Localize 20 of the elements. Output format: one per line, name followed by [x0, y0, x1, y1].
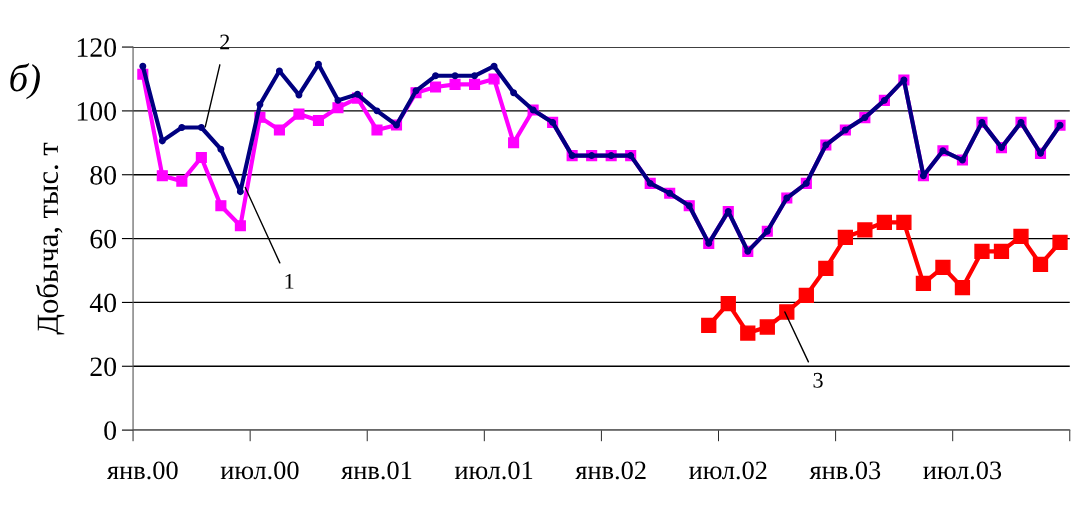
- x-tick-label: янв.03: [809, 461, 881, 480]
- x-tick-label: июл.01: [454, 461, 533, 480]
- x-tick-label: янв.01: [341, 461, 412, 480]
- y-tick-label: 120: [77, 38, 117, 57]
- text: 2: [220, 34, 230, 50]
- x-tick-label: июл.00: [220, 461, 299, 480]
- text: 3: [813, 372, 823, 388]
- y-tick-label: 100: [77, 102, 117, 121]
- y-tick-label: 80: [90, 165, 117, 185]
- y-axis-title: Добыча, тыс. т: [35, 142, 65, 335]
- text: 1: [285, 273, 294, 289]
- x-tick-label: янв.02: [575, 461, 646, 480]
- x-tick-label: июл.02: [689, 461, 767, 480]
- x-tick-label: янв.00: [107, 461, 178, 480]
- x-tick-label: июл.03: [923, 461, 1002, 480]
- y-tick-label: 60: [90, 229, 117, 249]
- y-tick-label: 0: [104, 421, 117, 441]
- y-tick-label: 40: [89, 293, 117, 313]
- y-tick-label: 20: [90, 357, 117, 377]
- text: б): [10, 63, 40, 100]
